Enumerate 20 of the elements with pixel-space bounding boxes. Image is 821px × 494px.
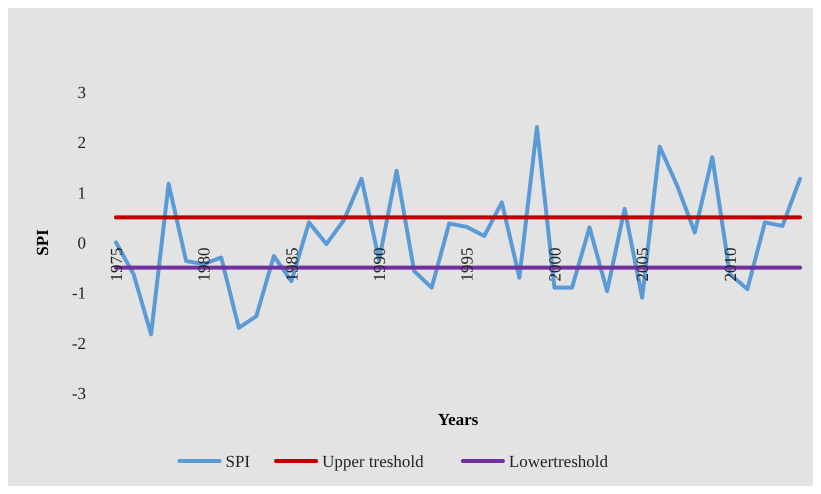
x-tick-label: 2000 [545, 248, 564, 282]
x-tick-label: 1990 [370, 248, 390, 282]
x-tick-label: 1995 [458, 248, 477, 282]
y-axis-title: SPI [33, 228, 52, 256]
y-tick-label: 1 [78, 183, 86, 202]
x-axis-title: Years [438, 410, 479, 429]
x-tick-label: 1980 [194, 248, 214, 282]
y-tick-label: 0 [78, 233, 86, 252]
x-tick-label: 2010 [720, 248, 740, 282]
y-tick-label: -3 [72, 384, 86, 403]
x-tick-label: 1975 [106, 248, 126, 282]
x-tick-label: 2005 [633, 248, 652, 282]
legend-label: Lowertreshold [508, 452, 609, 471]
y-tick-label: 3 [78, 82, 86, 102]
x-tick-label: 1985 [282, 248, 302, 282]
y-tick-label: -1 [72, 284, 86, 303]
legend-label: SPI [226, 452, 250, 471]
y-tick-label: 2 [78, 133, 86, 152]
legend-label: Upper treshold [322, 452, 424, 471]
y-tick-label: -2 [72, 334, 86, 353]
